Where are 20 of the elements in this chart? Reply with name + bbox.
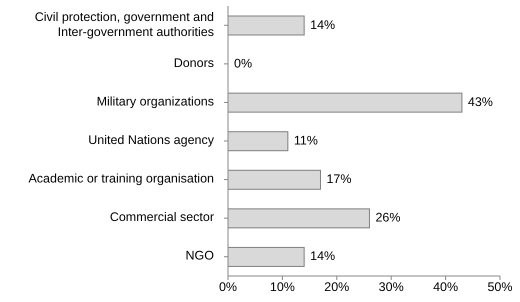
y-tick-label: Commercial sector: [110, 210, 214, 224]
y-tick-label: United Nations agency: [88, 133, 215, 148]
data-label: 0%: [234, 56, 252, 70]
data-label: 26%: [375, 210, 400, 225]
y-tick-label: Academic or training organisation: [28, 172, 214, 186]
x-tick-label: 50%: [487, 280, 513, 294]
data-label: 11%: [294, 134, 318, 148]
x-tick-label: 30%: [378, 280, 404, 294]
y-tick-label: Donors: [174, 56, 214, 70]
data-label: 17%: [326, 172, 352, 186]
x-tick-label: 10%: [270, 280, 295, 294]
y-tick-label: NGO: [186, 249, 214, 264]
data-label: 14%: [310, 18, 336, 32]
x-tick-label: 40%: [433, 280, 458, 294]
data-label: 43%: [468, 94, 493, 109]
x-tick-label: 0%: [218, 280, 238, 294]
y-tick-label: Military organizations: [96, 94, 214, 109]
x-tick-label: 20%: [324, 280, 350, 294]
y-tick-label: Civil protection, government and Inter-government authorities: [34, 10, 214, 40]
data-label: 14%: [310, 249, 336, 264]
